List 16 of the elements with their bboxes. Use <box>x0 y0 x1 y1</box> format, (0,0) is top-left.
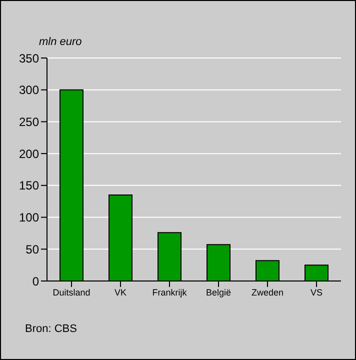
y-tick-label: 100 <box>18 210 40 225</box>
x-tick-label: VS <box>310 287 323 298</box>
y-tick-label: 0 <box>32 274 40 288</box>
x-tick-label: Duitsland <box>52 287 90 298</box>
x-tick-label: Frankrijk <box>152 287 188 298</box>
x-tick-label: VK <box>114 287 127 298</box>
x-tick-label: België <box>206 287 232 298</box>
y-tick-label: 300 <box>18 83 40 98</box>
text: Bron: CBS <box>25 323 77 335</box>
y-tick-label: 50 <box>26 242 40 256</box>
y-tick-label: 250 <box>18 114 40 129</box>
y-tick-label: 200 <box>18 146 40 161</box>
x-tick-label: Zweden <box>251 287 284 298</box>
y-tick-label: 150 <box>18 178 40 193</box>
y-axis-title: mln euro <box>39 36 82 48</box>
y-tick-label: 350 <box>18 51 40 66</box>
